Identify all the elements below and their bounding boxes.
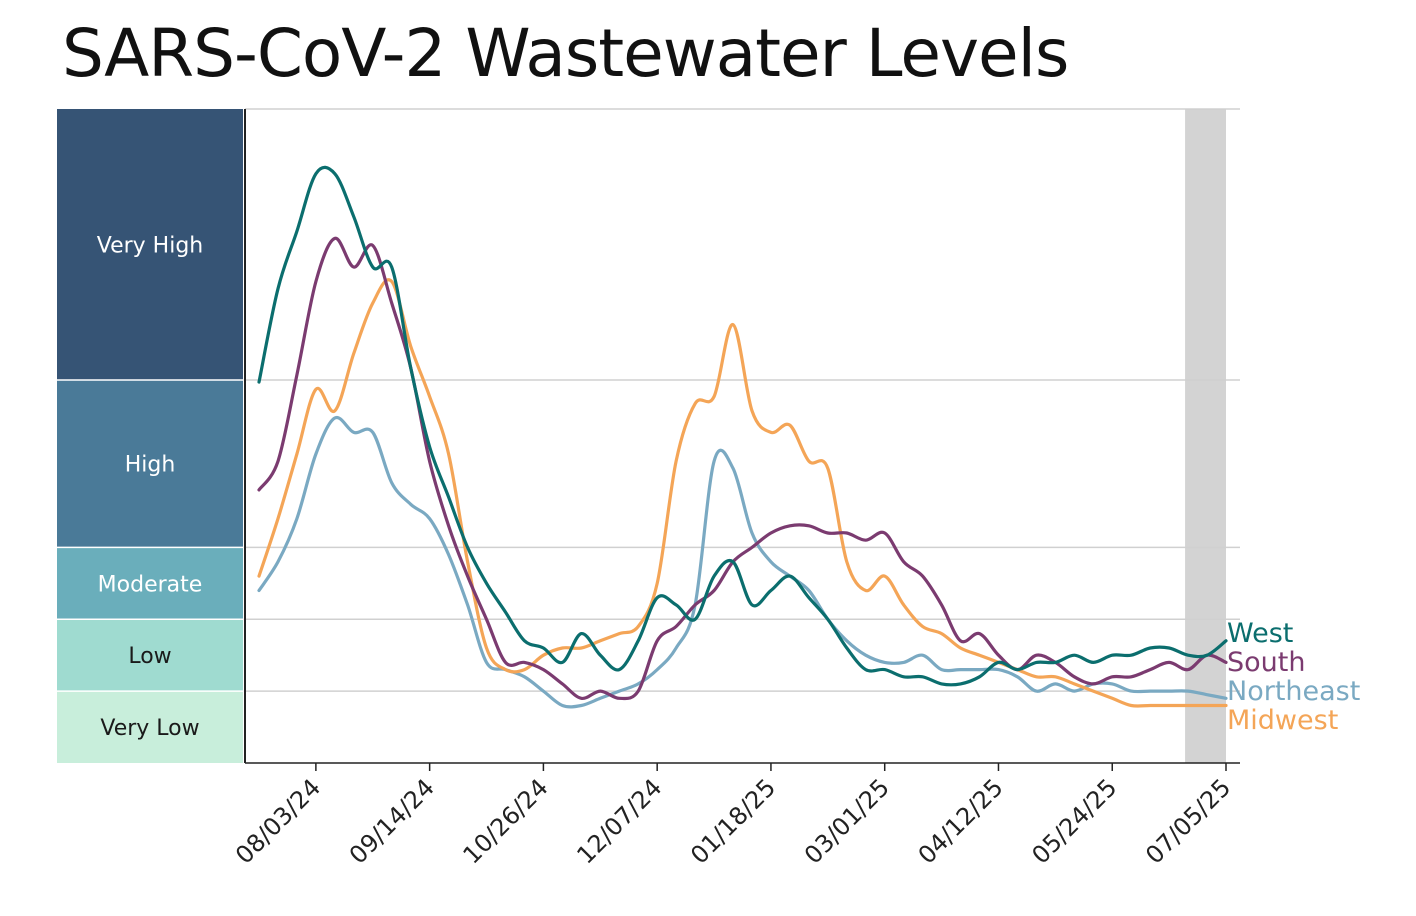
x-tick-label: 12/07/24 <box>571 773 667 869</box>
series-line-midwest <box>257 278 1228 708</box>
legend-label-west: West <box>1227 618 1293 649</box>
level-label-moderate: Moderate <box>98 572 203 597</box>
level-band-low <box>57 619 243 692</box>
x-tick-label: 01/18/25 <box>685 773 781 869</box>
x-tick-label: 07/05/25 <box>1140 773 1236 869</box>
gridlines <box>245 108 1240 692</box>
legend-label-south: South <box>1227 647 1305 678</box>
shaded-region <box>1185 109 1226 763</box>
x-tick-label: 08/03/24 <box>230 773 326 869</box>
shaded-region-layer <box>1185 109 1226 763</box>
legend-label-midwest: Midwest <box>1227 705 1338 736</box>
level-band-high <box>57 379 243 548</box>
level-label-very-high: Very High <box>97 233 204 258</box>
level-bands: Very Low Low Moderate High Very High <box>57 109 243 763</box>
x-tick-label: 04/12/25 <box>913 773 1009 869</box>
chart-title: SARS-CoV-2 Wastewater Levels <box>62 15 1069 92</box>
level-band-moderate <box>57 547 243 620</box>
level-label-very-low: Very Low <box>100 716 199 741</box>
level-band-very-low <box>57 691 243 763</box>
x-tick-label: 03/01/25 <box>799 773 895 869</box>
series-lines <box>257 165 1228 709</box>
x-tick-label: 10/26/24 <box>458 773 554 869</box>
x-tick-label: 09/14/24 <box>344 773 440 869</box>
level-label-high: High <box>125 453 176 478</box>
level-band-very-high <box>57 109 243 380</box>
series-line-south <box>257 236 1228 701</box>
series-line-northeast <box>257 415 1228 709</box>
level-label-low: Low <box>128 644 171 669</box>
axes: 08/03/24 09/14/24 10/26/24 12/07/24 01/18/25… <box>230 109 1240 869</box>
legend-label-northeast: Northeast <box>1227 676 1360 707</box>
series-line-west <box>257 165 1228 687</box>
x-tick-label: 05/24/25 <box>1026 773 1122 869</box>
